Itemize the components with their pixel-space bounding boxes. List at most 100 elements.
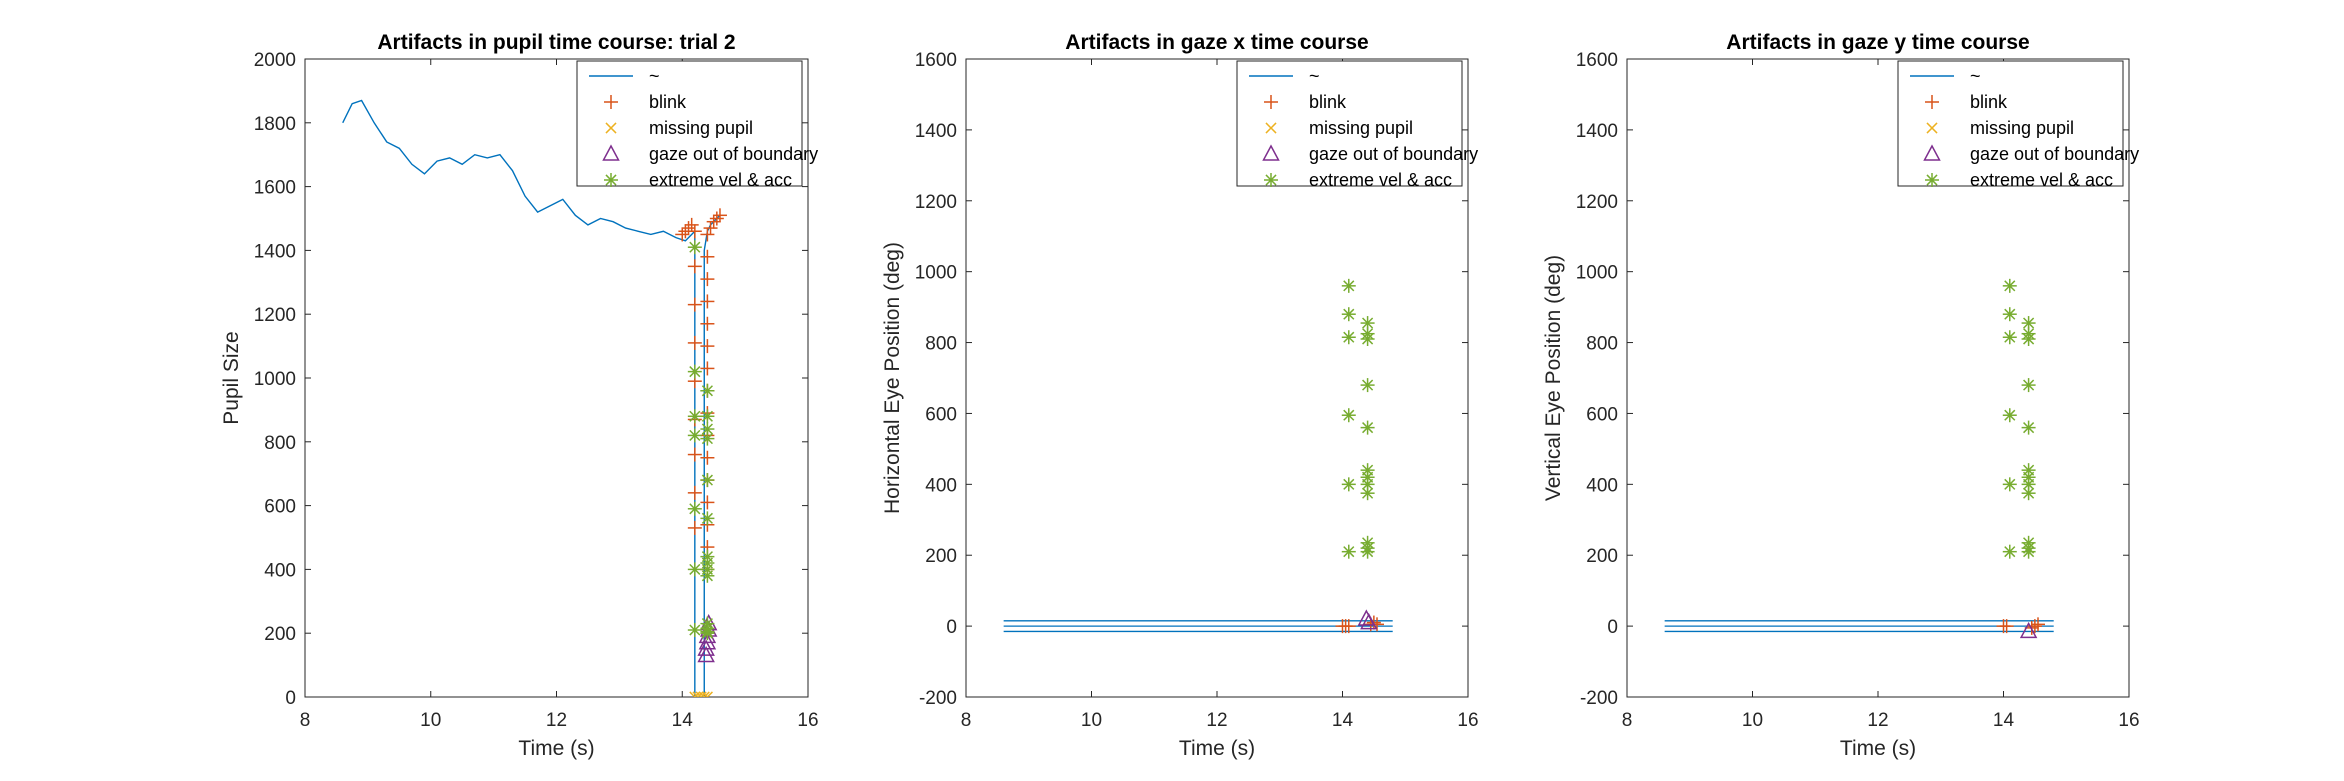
legend-marker <box>1265 122 1277 134</box>
chart-title: Artifacts in gaze x time course <box>1065 31 1368 54</box>
plot-area <box>1664 278 2054 639</box>
data-point-extreme-vel-acc <box>700 626 715 641</box>
legend-entry-label: ~ <box>1970 66 1981 86</box>
data-point-extreme-vel-acc <box>1360 544 1375 559</box>
legend-entry-label: gaze out of boundary <box>1309 144 1478 164</box>
x-tick-label: 14 <box>672 710 694 731</box>
legend-marker <box>1923 144 1941 161</box>
data-point-extreme-vel-acc <box>687 240 702 255</box>
data-point-blink <box>700 495 715 510</box>
legend-marker <box>604 173 618 187</box>
y-tick-label: 1600 <box>915 50 957 71</box>
data-point-gaze-out-of-boundary <box>2019 621 2038 639</box>
y-tick-label: -200 <box>1580 688 1618 709</box>
chart-title: Artifacts in gaze y time course <box>1726 31 2029 54</box>
legend-marker <box>604 95 618 109</box>
data-point-extreme-vel-acc <box>2002 544 2017 559</box>
data-point-extreme-vel-acc <box>687 562 702 577</box>
data-point-extreme-vel-acc <box>1360 332 1375 347</box>
y-axis-label: Horizontal Eye Position (deg) <box>881 242 904 514</box>
data-point-extreme-vel-acc <box>2002 278 2017 293</box>
data-point-extreme-vel-acc <box>2021 420 2036 435</box>
data-point-extreme-vel-acc <box>700 422 715 437</box>
data-point-extreme-vel-acc <box>1341 307 1356 322</box>
y-tick-label: 200 <box>264 624 296 645</box>
data-point-blink <box>2031 617 2046 632</box>
x-tick-label: 8 <box>961 710 972 731</box>
data-point-extreme-vel-acc <box>2021 544 2036 559</box>
y-tick-label: 1200 <box>915 192 957 213</box>
data-point-blink <box>684 217 699 232</box>
legend-entry-label: extreme vel & acc <box>649 170 792 190</box>
data-point-blink <box>700 249 715 264</box>
y-axis-label: Vertical Eye Position (deg) <box>1542 255 1565 501</box>
y-tick-label: -200 <box>919 688 957 709</box>
series-line <box>342 99 721 697</box>
legend-entry-label: missing pupil <box>649 118 753 138</box>
x-tick-label: 12 <box>1867 710 1888 731</box>
y-tick-label: 600 <box>264 497 296 518</box>
data-point-extreme-vel-acc <box>1341 477 1356 492</box>
x-tick-label: 12 <box>1206 710 1227 731</box>
data-point-extreme-vel-acc <box>2002 477 2017 492</box>
y-tick-label: 800 <box>264 433 296 454</box>
data-point-extreme-vel-acc <box>700 568 715 583</box>
data-point-missing-pupil <box>701 691 713 697</box>
data-point-blink <box>700 361 715 376</box>
data-point-blink <box>687 447 702 462</box>
data-point-extreme-vel-acc <box>2002 330 2017 345</box>
y-tick-label: 1000 <box>254 369 296 390</box>
data-point-blink <box>700 316 715 331</box>
plot-area <box>1003 278 1393 634</box>
y-tick-label: 1000 <box>915 263 957 284</box>
x-tick-label: 8 <box>1622 710 1633 731</box>
y-tick-label: 1800 <box>254 114 296 135</box>
x-tick-label: 14 <box>1332 710 1354 731</box>
legend-entry-label: ~ <box>649 66 660 86</box>
legend: ~ blink missing pupil gaze out of boundary e… <box>1236 60 1478 190</box>
data-point-blink <box>687 297 702 312</box>
legend-marker <box>1925 173 1939 187</box>
y-tick-label: 1400 <box>254 241 296 262</box>
y-tick-label: 400 <box>1586 475 1618 496</box>
x-axis-label: Time (s) <box>518 737 594 760</box>
data-point-blink <box>700 227 715 242</box>
data-point-extreme-vel-acc <box>687 364 702 379</box>
data-point-extreme-vel-acc <box>1360 420 1375 435</box>
data-point-extreme-vel-acc <box>700 473 715 488</box>
chart-panel-3: 8 10 12 14 16 -200 0 200 400 600 800 1000 1200 1400 16… <box>1542 31 2140 760</box>
data-point-extreme-vel-acc <box>2021 477 2036 492</box>
data-point-extreme-vel-acc <box>1360 486 1375 501</box>
legend-marker <box>1264 173 1278 187</box>
data-point-blink <box>703 221 718 236</box>
data-point-blink <box>681 221 696 236</box>
y-tick-label: 1600 <box>1576 50 1618 71</box>
legend-entry-label: gaze out of boundary <box>649 144 818 164</box>
legend: ~ blink missing pupil gaze out of boundary e… <box>576 60 818 190</box>
data-point-blink <box>700 339 715 354</box>
chart-panel-1: 8 10 12 14 16 0 200 400 600 800 1000 1200 1400 1600 18… <box>220 31 819 760</box>
data-point-extreme-vel-acc <box>700 409 715 424</box>
legend: ~ blink missing pupil gaze out of boundary e… <box>1897 60 2139 190</box>
data-point-blink <box>687 224 702 239</box>
x-tick-label: 8 <box>300 710 311 731</box>
y-tick-label: 1400 <box>1576 121 1618 142</box>
data-point-blink <box>687 520 702 535</box>
y-tick-label: 2000 <box>254 50 296 71</box>
x-tick-label: 12 <box>546 710 567 731</box>
data-point-extreme-vel-acc <box>687 409 702 424</box>
legend-entry-label: blink <box>1970 92 2008 112</box>
x-tick-label: 10 <box>1742 710 1763 731</box>
y-tick-label: 800 <box>925 334 957 355</box>
data-point-blink <box>687 485 702 500</box>
y-tick-label: 1200 <box>254 305 296 326</box>
legend-marker <box>1925 95 1939 109</box>
legend-marker <box>605 122 617 134</box>
data-point-extreme-vel-acc <box>687 428 702 443</box>
data-point-blink <box>700 294 715 309</box>
data-point-extreme-vel-acc <box>1341 330 1356 345</box>
data-point-blink <box>700 272 715 287</box>
data-point-extreme-vel-acc <box>1341 408 1356 423</box>
data-point-extreme-vel-acc <box>2002 408 2017 423</box>
